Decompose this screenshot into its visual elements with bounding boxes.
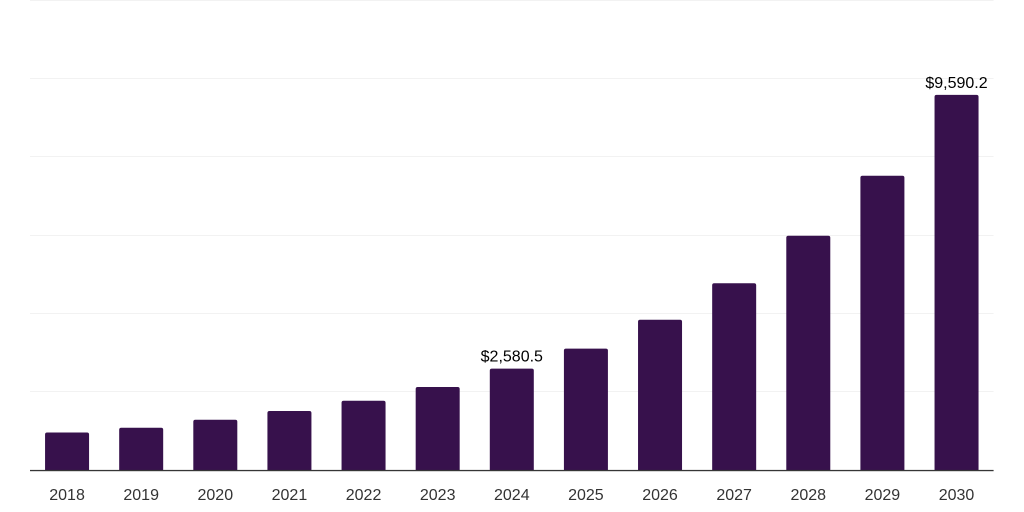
- svg-text:2026: 2026: [642, 487, 678, 504]
- svg-text:2020: 2020: [198, 487, 234, 504]
- svg-text:2027: 2027: [716, 487, 752, 504]
- svg-text:2021: 2021: [272, 487, 308, 504]
- svg-text:2025: 2025: [568, 487, 604, 504]
- svg-text:2023: 2023: [420, 487, 456, 504]
- svg-text:$9,590.2: $9,590.2: [925, 75, 987, 92]
- svg-text:2018: 2018: [49, 487, 85, 504]
- svg-text:$2,580.5: $2,580.5: [481, 349, 543, 366]
- svg-text:2029: 2029: [865, 487, 901, 504]
- svg-text:2019: 2019: [123, 487, 159, 504]
- svg-text:2022: 2022: [346, 487, 382, 504]
- svg-text:2028: 2028: [790, 487, 826, 504]
- svg-text:2024: 2024: [494, 487, 530, 504]
- svg-text:2030: 2030: [939, 487, 975, 504]
